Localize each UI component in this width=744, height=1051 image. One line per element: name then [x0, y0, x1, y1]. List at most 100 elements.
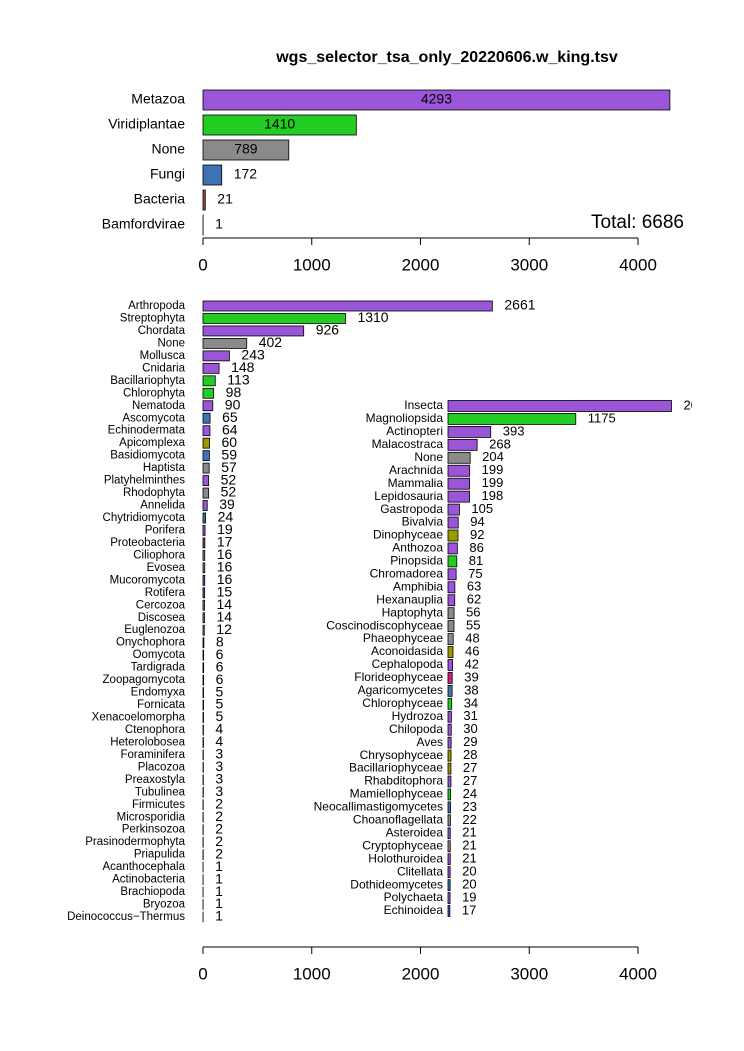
category-label: Bivalvia	[402, 515, 444, 529]
bar	[202, 475, 210, 486]
value-label: 52	[221, 471, 237, 487]
category-label: Apicomplexa	[119, 437, 185, 449]
panel: 2055117539326820419919919810594928681756…	[447, 397, 692, 917]
value-label: 1	[215, 883, 223, 899]
value-label: 15	[217, 583, 233, 599]
value-label: 59	[221, 446, 237, 462]
value-label: 21	[462, 825, 476, 840]
value-label: 5	[216, 683, 224, 699]
value-label: 27	[463, 773, 477, 788]
category-label: Haptista	[143, 462, 186, 474]
category-label: None	[152, 141, 186, 157]
value-label: 8	[216, 633, 224, 649]
value-label: 926	[316, 322, 340, 338]
bar	[447, 879, 451, 892]
value-label: 4	[215, 733, 223, 749]
bar	[202, 587, 206, 599]
value-label: 1310	[357, 309, 388, 325]
value-label: 34	[464, 695, 478, 710]
bar	[447, 542, 458, 555]
bar	[447, 490, 470, 503]
category-label: Echinodermata	[108, 425, 186, 437]
bar	[447, 464, 471, 477]
bar	[447, 425, 492, 438]
value-label: 60	[222, 434, 238, 450]
category-label: Rhabditophora	[364, 774, 443, 788]
bar	[447, 633, 454, 645]
value-label: 28	[463, 747, 477, 762]
value-label: 65	[222, 409, 238, 425]
category-label: Discosea	[138, 612, 186, 624]
bar	[447, 853, 451, 866]
category-label: Firmicutes	[132, 799, 185, 811]
bar	[202, 637, 205, 649]
value-label: 3	[215, 746, 223, 762]
value-label: 172	[234, 166, 258, 182]
category-label: Magnoliopsida	[366, 411, 444, 425]
category-label: Annelida	[140, 500, 185, 512]
category-label: Choanoflagellata	[353, 813, 443, 827]
value-label: 38	[464, 682, 478, 697]
value-label: 52	[221, 484, 237, 500]
category-label: Aves	[417, 735, 443, 749]
bar	[202, 537, 206, 549]
bar	[202, 362, 220, 374]
category-label: Amphibia	[393, 579, 443, 593]
category-label: Chytridiomycota	[103, 512, 186, 524]
bar	[202, 574, 206, 586]
value-label: 1	[215, 216, 223, 232]
category-label: None	[414, 450, 443, 464]
bar	[202, 350, 230, 362]
x-tick-label: 0	[198, 255, 207, 274]
category-label: Chrysophyceae	[360, 748, 444, 762]
bar	[447, 438, 478, 451]
value-label: 98	[226, 384, 242, 400]
bar	[447, 762, 452, 775]
category-label: Porifera	[145, 524, 186, 536]
bar	[447, 775, 452, 788]
category-label: Basidiomycota	[110, 450, 185, 462]
x-tick-label: 4000	[619, 964, 657, 983]
bar	[447, 697, 453, 710]
x-tick-label: 0	[198, 964, 207, 983]
annotation: Total: 6686	[591, 212, 684, 233]
value-label: 5	[216, 708, 224, 724]
category-label: Nematoda	[132, 400, 186, 412]
bar	[202, 89, 671, 111]
value-label: 90	[225, 396, 241, 412]
category-label: Viridiplantae	[108, 116, 185, 132]
bar	[202, 450, 210, 462]
value-label: 20	[462, 877, 476, 892]
category-label: Streptophyta	[120, 313, 186, 325]
category-label: Hexanauplia	[376, 592, 443, 606]
category-label: Rotifera	[145, 587, 186, 599]
category-label: Onychophora	[116, 637, 186, 649]
bar	[202, 699, 204, 711]
bar	[447, 814, 451, 827]
bar	[202, 139, 290, 161]
bar	[447, 529, 459, 542]
bar	[202, 599, 205, 611]
value-label: 21	[462, 851, 476, 866]
bar	[447, 827, 451, 840]
category-label: Fornicata	[137, 699, 186, 711]
bar	[202, 338, 248, 349]
value-label: 2	[215, 833, 223, 849]
chart-title: wgs_selector_tsa_only_20220606.w_king.ts…	[275, 49, 618, 66]
category-label: Zoopagomycota	[103, 674, 186, 686]
value-label: 14	[217, 596, 233, 612]
category-label: Chromadorea	[370, 567, 444, 581]
value-label: 22	[462, 812, 476, 827]
value-label: 94	[470, 514, 484, 529]
value-label: 3	[215, 771, 223, 787]
value-label: 198	[482, 488, 504, 503]
category-label: Cercozoa	[136, 599, 186, 611]
bar	[202, 387, 215, 399]
value-label: 199	[482, 475, 504, 490]
bar	[447, 840, 451, 853]
bar	[202, 425, 211, 437]
value-label: 29	[463, 734, 477, 749]
category-label: Arachnida	[389, 463, 443, 477]
bar	[202, 400, 214, 412]
